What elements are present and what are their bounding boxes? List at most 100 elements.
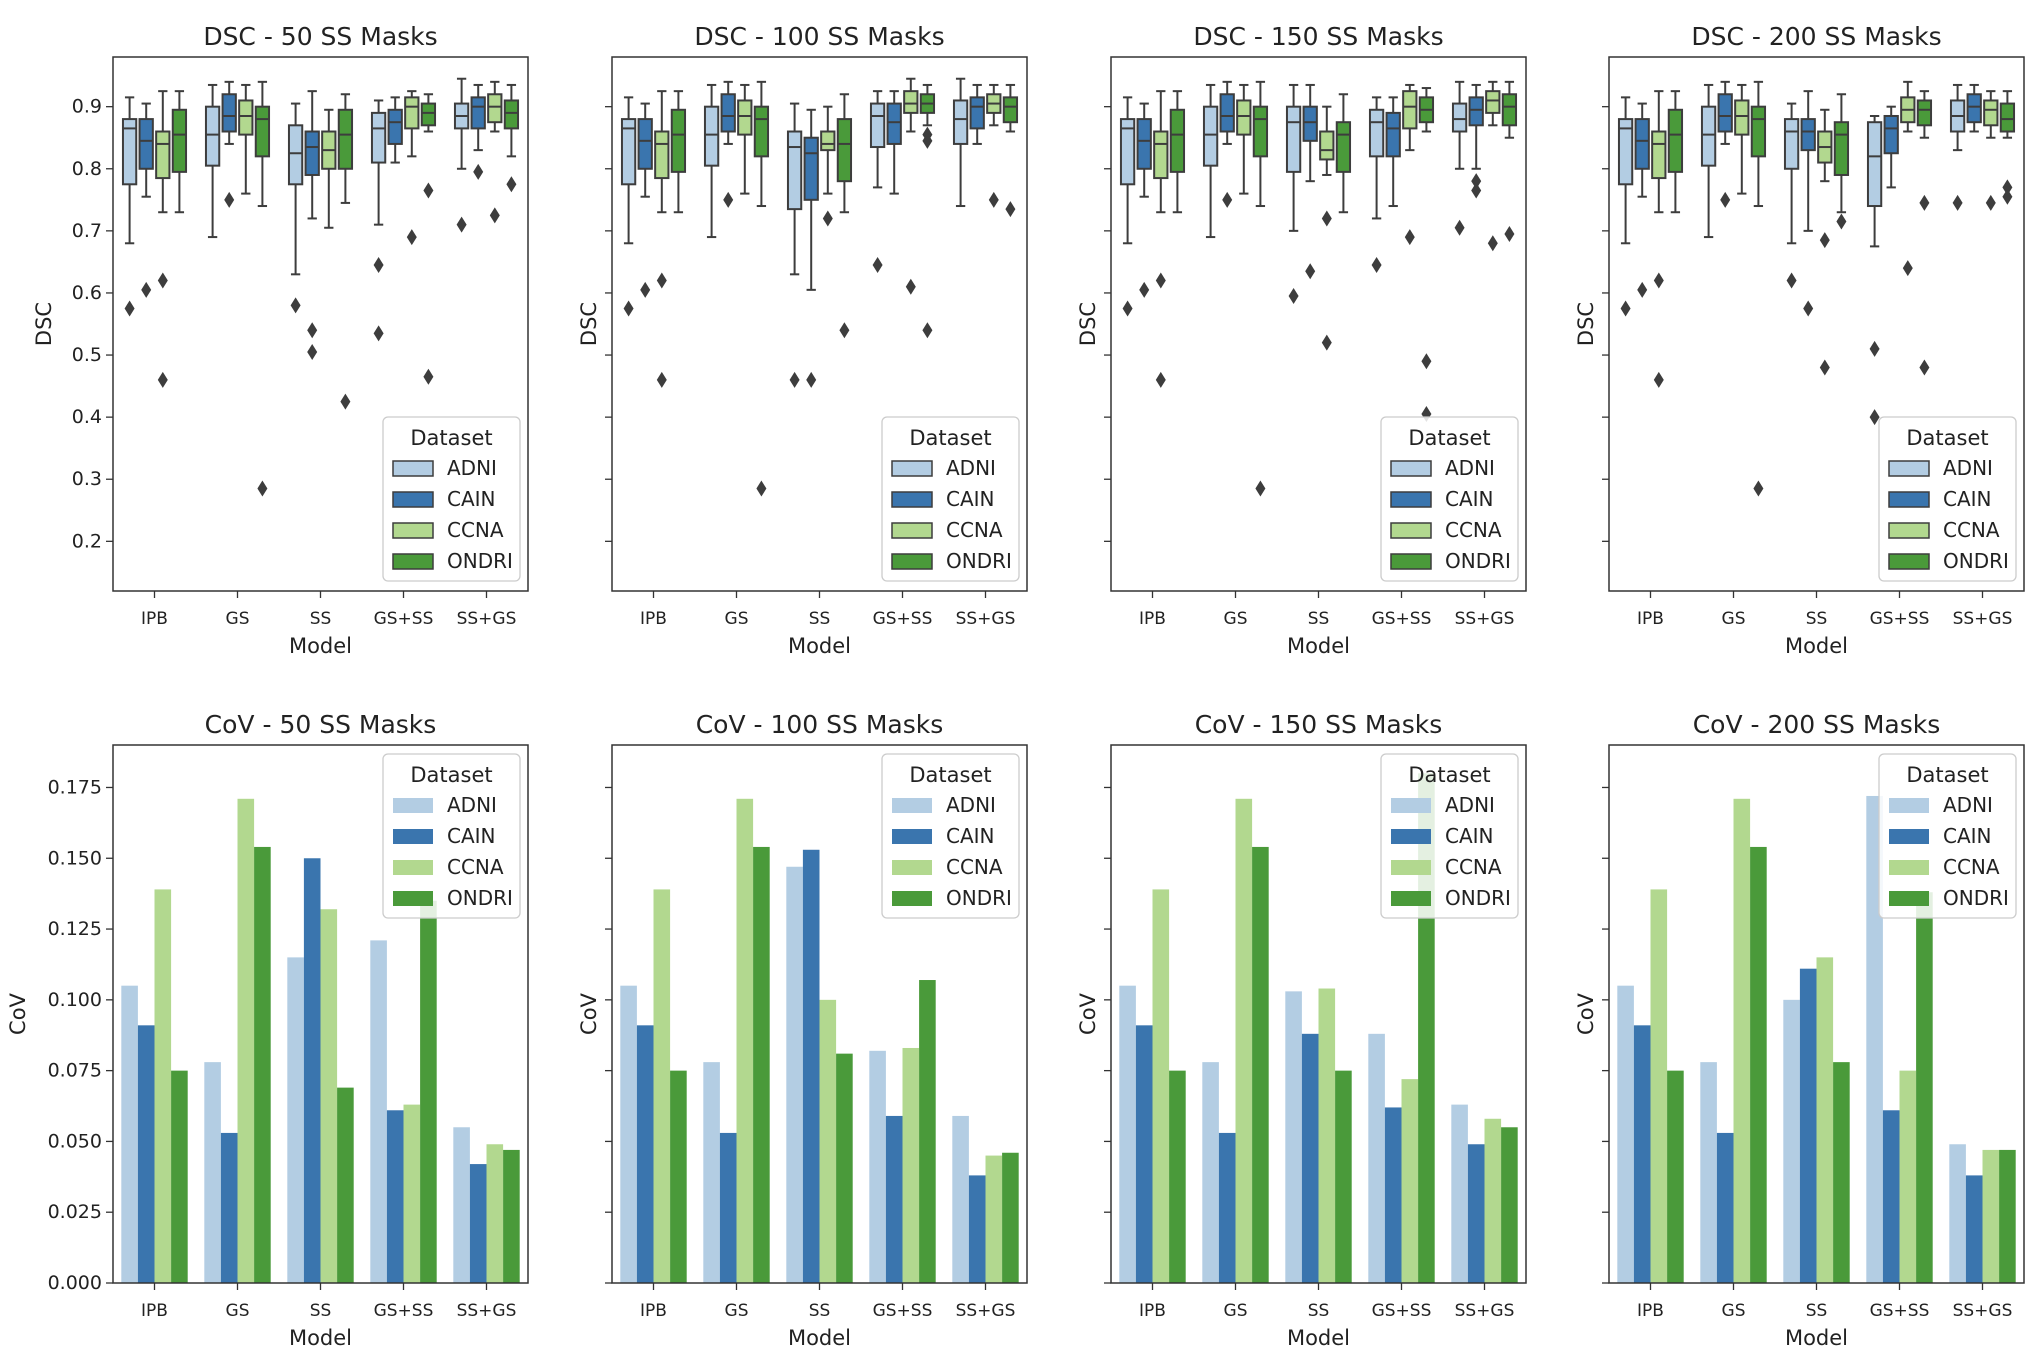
box-ccna [1651, 130, 1667, 180]
bar-adni [1285, 991, 1302, 1283]
bar-ondri [1335, 1070, 1352, 1283]
outlier-point [1471, 173, 1482, 190]
x-tick-label: SS+GS [1953, 609, 2013, 629]
panel-title: CoV - 50 SS Masks [205, 710, 437, 739]
legend-label: ONDRI [946, 886, 1012, 910]
bar-ondri [1252, 846, 1269, 1283]
box-adni [1866, 121, 1883, 208]
y-tick-label: 0.3 [72, 468, 102, 490]
legend-label: CAIN [946, 824, 995, 848]
outlier-point [922, 132, 933, 149]
x-tick-label: SS+GS [1455, 609, 1515, 629]
outlier-point [307, 343, 318, 360]
x-tick-label: IPB [1637, 609, 1664, 629]
bar-ondri [420, 900, 437, 1283]
box-ccna [1485, 90, 1501, 114]
legend-title: Dataset [1906, 426, 1988, 450]
bar-ondri [1169, 1070, 1186, 1283]
x-axis-label: Model [1287, 1326, 1350, 1350]
outlier-point [789, 371, 800, 388]
y-tick-label: 0.100 [48, 989, 102, 1011]
bar-ccna [1235, 798, 1253, 1283]
bar-ondri [1833, 1062, 1850, 1283]
bar-cain [303, 858, 321, 1283]
box-ccna [1236, 99, 1252, 136]
y-tick-label: 0.075 [48, 1060, 102, 1082]
x-axis-label: Model [788, 1326, 851, 1350]
box-cain [1302, 105, 1318, 142]
x-tick-label: GS [725, 609, 749, 629]
legend-swatch-cain [1889, 829, 1929, 844]
bar-adni [1202, 1062, 1219, 1283]
legend-label: CAIN [1445, 824, 1494, 848]
outlier-point [1786, 272, 1797, 289]
legend-label: CCNA [447, 855, 504, 879]
y-axis-label: CoV [6, 992, 30, 1035]
box-adni [287, 124, 304, 186]
legend-label: CCNA [1445, 518, 1502, 542]
y-axis-label: DSC [1076, 302, 1100, 346]
legend-swatch-ccna [891, 522, 933, 539]
outlier-point [1720, 191, 1731, 208]
outlier-point [1404, 229, 1415, 246]
outlier-point [1454, 219, 1465, 236]
x-tick-label: GS+SS [1372, 609, 1432, 629]
bar-adni [703, 1062, 720, 1283]
bar-ondri [670, 1070, 687, 1283]
box-ondri [1501, 93, 1518, 127]
bar-adni [1949, 1144, 1966, 1283]
outlier-point [1155, 272, 1166, 289]
bar-adni [453, 1127, 470, 1283]
y-tick-label: 0.150 [48, 847, 102, 869]
outlier-point [1371, 257, 1382, 274]
outlier-point [290, 297, 301, 314]
legend-label: ONDRI [447, 549, 513, 573]
bar-adni [952, 1115, 969, 1283]
bar-ccna [320, 909, 338, 1283]
panel-title: CoV - 150 SS Masks [1195, 710, 1443, 739]
legend-swatch-ondri [393, 891, 433, 906]
legend-box [1878, 753, 2017, 919]
box-ondri [171, 108, 188, 173]
x-tick-label: GS [725, 1301, 749, 1321]
outlier-point [1122, 300, 1133, 317]
x-tick-label: IPB [1139, 1301, 1166, 1321]
legend-swatch-cain [392, 491, 434, 508]
x-tick-label: SS+GS [1455, 1301, 1515, 1321]
bar-ccna [819, 999, 837, 1283]
outlier-point [1139, 281, 1150, 298]
x-tick-label: IPB [640, 609, 667, 629]
legend-title: Dataset [909, 763, 991, 787]
legend-swatch-ccna [1390, 522, 1432, 539]
box-ccna [1734, 99, 1750, 136]
x-tick-label: IPB [141, 1301, 168, 1321]
legend-swatch-adni [1889, 798, 1929, 813]
bar-ccna [1484, 1118, 1502, 1283]
outlier-point [224, 191, 235, 208]
box-adni [121, 118, 138, 186]
legend: Dataset ADNI CAIN CCNA ONDRI [382, 753, 521, 919]
bar-cain [1633, 1025, 1651, 1283]
x-tick-label: SS+GS [1953, 1301, 2013, 1321]
bar-cain [1882, 1110, 1900, 1283]
legend-label: CCNA [946, 855, 1003, 879]
box-adni [370, 111, 387, 164]
legend-label: CCNA [447, 518, 504, 542]
box-ccna [820, 130, 836, 152]
x-tick-label: SS+GS [457, 609, 517, 629]
box-ondri [1335, 121, 1352, 173]
bar-cain [1799, 968, 1817, 1283]
box-ccna [404, 96, 420, 130]
legend-swatch-cain [1390, 491, 1432, 508]
x-tick-label: SS+GS [457, 1301, 517, 1321]
bar-ccna [1816, 957, 1834, 1283]
outlier-point [872, 257, 883, 274]
outlier-point [157, 272, 168, 289]
x-tick-label: SS [1806, 1301, 1828, 1321]
bar-ondri [919, 980, 936, 1283]
x-axis-label: Model [1785, 1326, 1848, 1350]
bar-cain [1218, 1132, 1236, 1283]
box-ccna [1319, 130, 1335, 161]
x-tick-label: GS [1722, 1301, 1746, 1321]
x-axis-label: Model [788, 634, 851, 658]
